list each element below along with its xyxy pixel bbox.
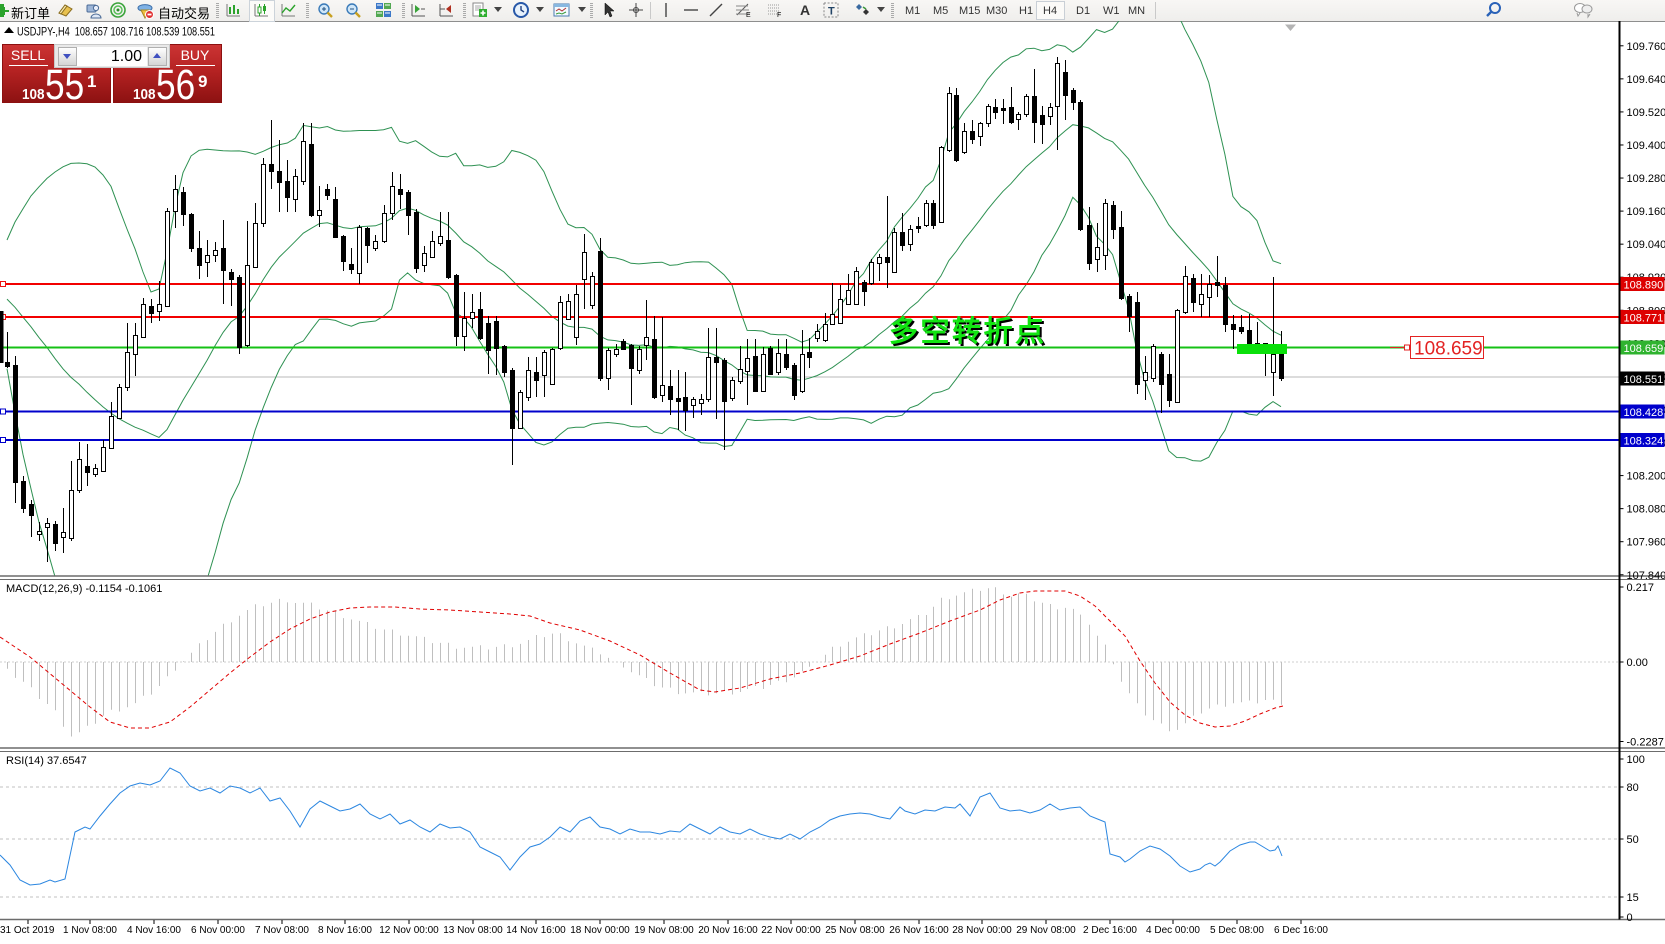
svg-text:0.217: 0.217 xyxy=(1627,582,1655,594)
svg-text:USDJPY-,H4 108.657 108.716 10: USDJPY-,H4 108.657 108.716 108.539 108.5… xyxy=(17,27,215,39)
svg-text:19 Nov 08:00: 19 Nov 08:00 xyxy=(634,925,694,936)
svg-text:25 Nov 08:00: 25 Nov 08:00 xyxy=(825,925,885,936)
svg-text:108.080: 108.080 xyxy=(1627,504,1665,516)
svg-text:5 Dec 08:00: 5 Dec 08:00 xyxy=(1210,925,1264,936)
svg-text:108.200: 108.200 xyxy=(1627,471,1665,483)
svg-text:109.400: 109.400 xyxy=(1627,140,1665,152)
svg-text:109.280: 109.280 xyxy=(1627,173,1665,185)
svg-text:7 Nov 08:00: 7 Nov 08:00 xyxy=(255,925,309,936)
svg-text:108.890: 108.890 xyxy=(1624,280,1664,292)
svg-text:29 Nov 08:00: 29 Nov 08:00 xyxy=(1016,925,1076,936)
svg-text:-0.2287: -0.2287 xyxy=(1627,737,1664,749)
svg-text:15: 15 xyxy=(1627,892,1639,904)
svg-text:108.324: 108.324 xyxy=(1624,436,1664,448)
svg-text:1 Nov 08:00: 1 Nov 08:00 xyxy=(63,925,117,936)
svg-text:109.040: 109.040 xyxy=(1627,239,1665,251)
svg-text:18 Nov 00:00: 18 Nov 00:00 xyxy=(570,925,630,936)
svg-text:50: 50 xyxy=(1627,834,1639,846)
svg-text:108.659: 108.659 xyxy=(1414,339,1483,360)
svg-text:4 Dec 00:00: 4 Dec 00:00 xyxy=(1146,925,1200,936)
svg-text:31 Oct 2019: 31 Oct 2019 xyxy=(0,925,55,936)
svg-text:6 Nov 00:00: 6 Nov 00:00 xyxy=(191,925,245,936)
svg-text:4 Nov 16:00: 4 Nov 16:00 xyxy=(127,925,181,936)
svg-text:8 Nov 16:00: 8 Nov 16:00 xyxy=(318,925,372,936)
svg-text:26 Nov 16:00: 26 Nov 16:00 xyxy=(889,925,949,936)
svg-text:多空转折点: 多空转折点 xyxy=(891,316,1049,350)
svg-text:28 Nov 00:00: 28 Nov 00:00 xyxy=(952,925,1012,936)
svg-text:109.520: 109.520 xyxy=(1627,107,1665,119)
svg-text:MACD(12,26,9) -0.1154 -0.1061: MACD(12,26,9) -0.1154 -0.1061 xyxy=(6,583,162,595)
svg-text:109.160: 109.160 xyxy=(1627,206,1665,218)
svg-text:F: F xyxy=(777,12,781,19)
svg-text:RSI(14) 37.6547: RSI(14) 37.6547 xyxy=(6,755,87,767)
svg-text:0.00: 0.00 xyxy=(1627,657,1648,669)
svg-text:107.960: 107.960 xyxy=(1627,537,1665,549)
svg-text:T: T xyxy=(828,6,835,18)
svg-text:6 Dec 16:00: 6 Dec 16:00 xyxy=(1274,925,1328,936)
svg-text:E: E xyxy=(746,12,751,19)
svg-text:108.551: 108.551 xyxy=(1624,374,1664,386)
svg-text:2 Dec 16:00: 2 Dec 16:00 xyxy=(1083,925,1137,936)
svg-text:14 Nov 16:00: 14 Nov 16:00 xyxy=(506,925,566,936)
svg-text:109.640: 109.640 xyxy=(1627,74,1665,86)
svg-text:0: 0 xyxy=(1627,912,1633,924)
svg-text:13 Nov 08:00: 13 Nov 08:00 xyxy=(443,925,503,936)
svg-text:12 Nov 00:00: 12 Nov 00:00 xyxy=(379,925,439,936)
svg-text:80: 80 xyxy=(1627,782,1639,794)
svg-text:107.840: 107.840 xyxy=(1627,570,1665,582)
svg-text:109.760: 109.760 xyxy=(1627,41,1665,53)
svg-text:100: 100 xyxy=(1627,754,1645,766)
svg-text:108.659: 108.659 xyxy=(1624,343,1664,355)
svg-text:22 Nov 00:00: 22 Nov 00:00 xyxy=(761,925,821,936)
svg-text:20 Nov 16:00: 20 Nov 16:00 xyxy=(698,925,758,936)
svg-text:多空转折点: 多空转折点 xyxy=(889,314,1047,348)
svg-text:108.771: 108.771 xyxy=(1624,313,1664,325)
svg-text:108.428: 108.428 xyxy=(1624,407,1664,419)
